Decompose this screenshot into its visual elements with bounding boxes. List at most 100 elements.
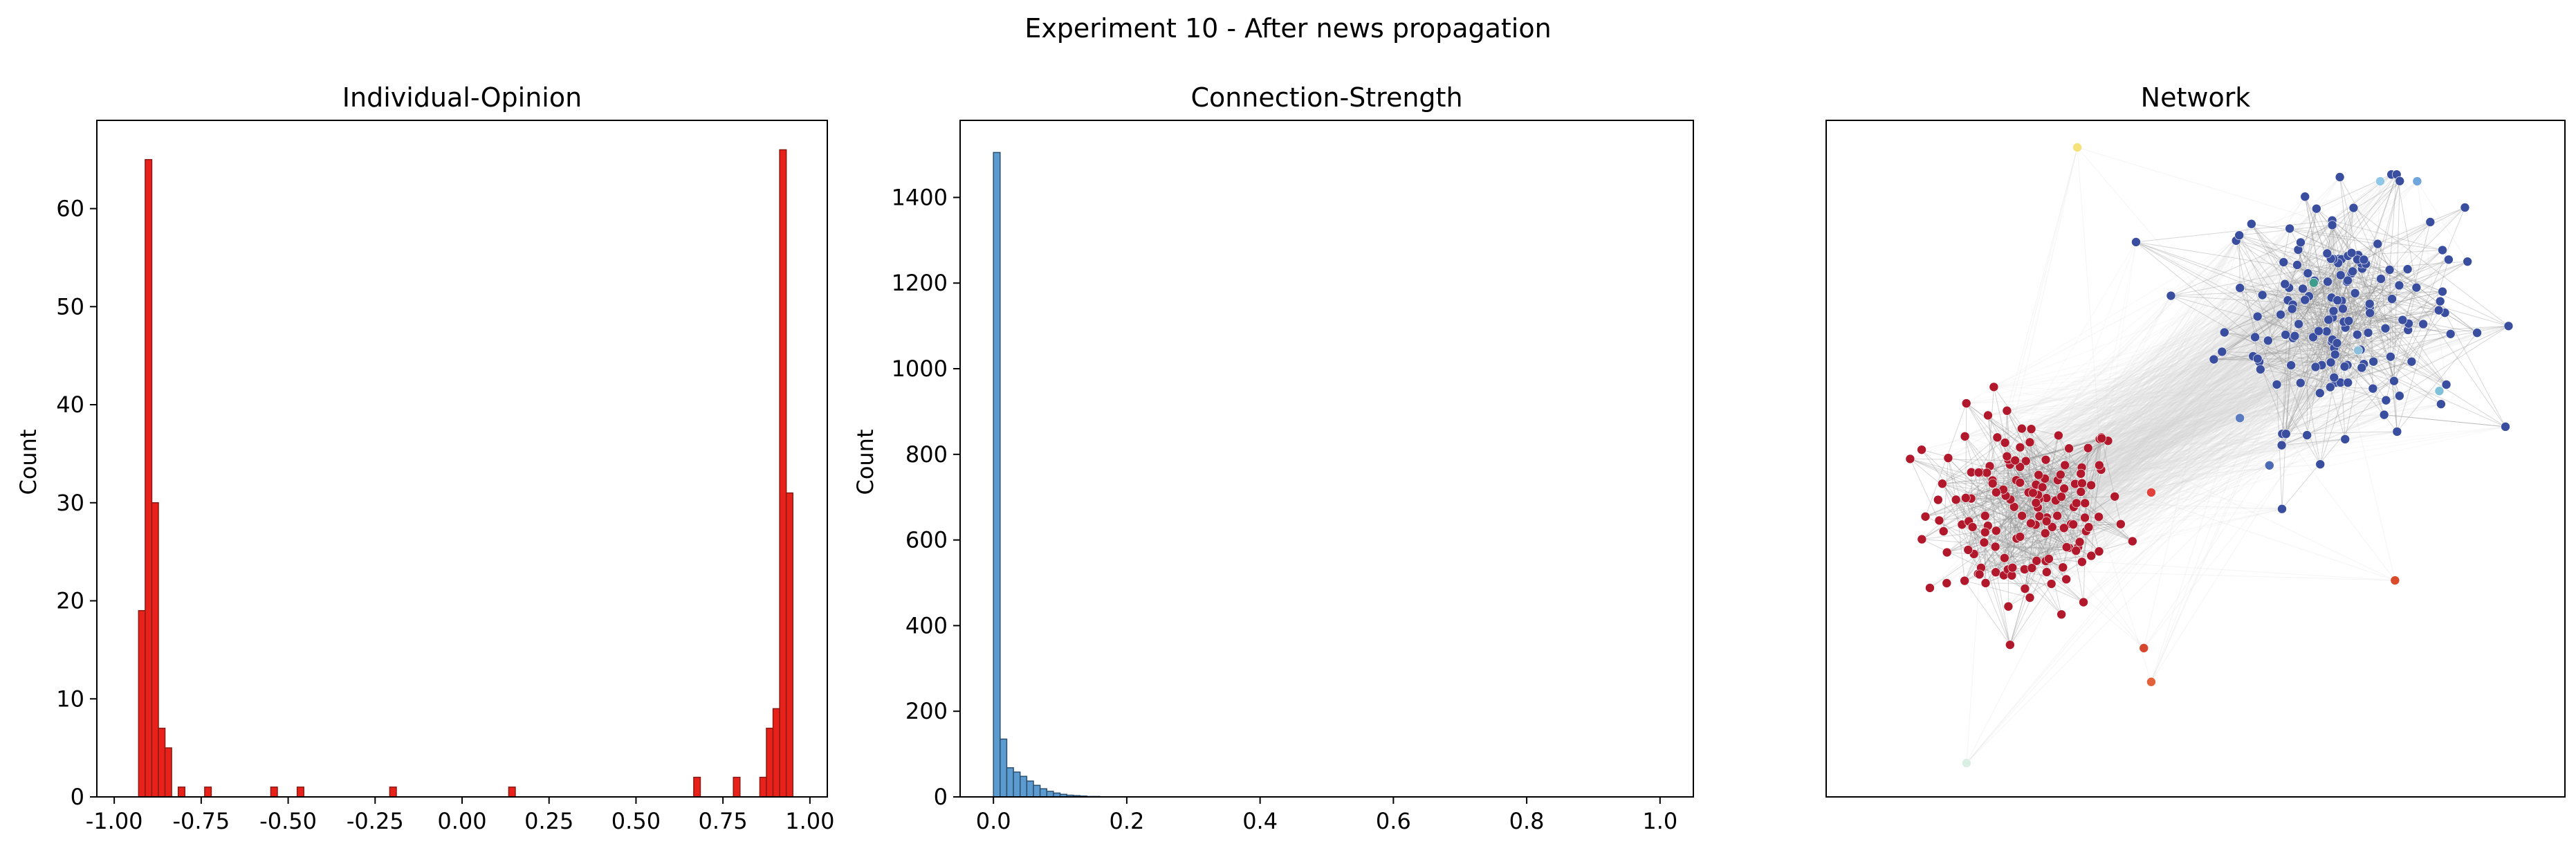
network-edge [1994, 347, 2335, 388]
network-edge [2396, 174, 2417, 288]
network-edge [2045, 181, 2400, 562]
network-edge [2135, 241, 2442, 405]
p2-bar [993, 151, 1001, 798]
network-edge [1947, 484, 2036, 553]
p1-bar [785, 492, 793, 798]
network-edge [2285, 281, 2328, 335]
network-edge [2151, 273, 2308, 682]
network-edge [1965, 488, 2065, 499]
network-edge [2029, 208, 2317, 598]
network-edge [2007, 300, 2288, 412]
network-edge [1942, 467, 2082, 484]
network-edge [2009, 358, 2214, 466]
network-edge [2007, 367, 2362, 570]
network-edge [2080, 207, 2465, 493]
network-edge [1964, 506, 2015, 581]
network-node [1980, 527, 1990, 537]
network-edge [2010, 499, 2077, 551]
network-edge [2369, 181, 2400, 308]
network-node [2310, 362, 2321, 372]
p1-ytick-label: 30 [56, 490, 84, 516]
p1-xtick-label: -0.25 [347, 808, 404, 834]
network-edge [2081, 437, 2102, 562]
network-edge [2048, 334, 2358, 560]
network-edge [2108, 376, 2335, 441]
network-edge [2239, 235, 2334, 259]
network-edge [2289, 287, 2439, 311]
network-edge [1964, 347, 2335, 582]
p2-xtick-label: 0.2 [1109, 808, 1144, 834]
network-edge [1943, 303, 2371, 532]
network-node [2040, 528, 2050, 538]
network-node [2384, 265, 2395, 275]
network-node [2314, 326, 2324, 336]
network-edge [2031, 399, 2386, 430]
network-edge [2416, 181, 2447, 385]
network-edge [2239, 384, 2277, 419]
network-edge [2099, 356, 2254, 440]
p1-bar [158, 728, 166, 798]
network-edge [2044, 279, 2348, 479]
network-edge [2369, 304, 2373, 389]
network-node [1960, 576, 1969, 586]
network-node [2438, 286, 2447, 297]
network-edge [1997, 436, 2081, 493]
network-edge [2281, 288, 2290, 434]
network-edge [2361, 263, 2395, 381]
network-node [2386, 351, 2395, 362]
network-edge [1943, 258, 2340, 532]
network-node [2077, 478, 2087, 488]
network-edge [1992, 224, 2333, 484]
network-node [2352, 329, 2362, 340]
network-edge [2369, 207, 2465, 304]
network-edge [2281, 309, 2293, 509]
network-edge [2031, 429, 2045, 479]
network-edge [2011, 287, 2417, 576]
network-edge [2007, 569, 2395, 581]
network-edge [2055, 362, 2331, 502]
network-edge [2046, 380, 2395, 518]
network-edge [2074, 329, 2409, 485]
network-edge [2372, 388, 2385, 415]
network-edge [1994, 207, 2465, 388]
network-edge [2297, 249, 2322, 365]
network-edge [2045, 331, 2225, 499]
network-edge [2068, 262, 2339, 449]
network-edge [2007, 269, 2390, 457]
network-node [2387, 294, 2397, 304]
network-edge [2345, 174, 2398, 328]
network-edge [1987, 365, 2348, 416]
network-edge [2214, 347, 2335, 360]
network-node [2365, 308, 2375, 318]
network-node [2072, 498, 2081, 508]
network-edge [2384, 414, 2506, 428]
network-edge [2236, 240, 2451, 335]
network-edge [2005, 262, 2339, 443]
network-edge [2074, 295, 2310, 485]
network-edge [1995, 361, 2412, 573]
network-node [2037, 482, 2048, 493]
network-edge [2045, 307, 2371, 534]
network-edge [1980, 337, 2294, 569]
network-node [1961, 398, 1971, 408]
network-edge [2090, 439, 2100, 486]
network-edge [1965, 436, 2062, 615]
network-node [2017, 423, 2027, 434]
network-node [2309, 277, 2319, 288]
network-edge [2046, 300, 2288, 518]
network-edge [1966, 313, 2371, 764]
network-edge [2045, 334, 2358, 534]
network-edge [2068, 325, 2509, 449]
network-edge [2332, 220, 2478, 333]
network-edge [2306, 263, 2339, 436]
network-edge [2135, 241, 2417, 288]
p2-xtick-label: 1.0 [1642, 808, 1677, 834]
network-node [2263, 335, 2273, 346]
network-edge [2253, 328, 2386, 357]
network-edge [2101, 351, 2223, 439]
network-edge [1979, 174, 2392, 575]
network-edge [2051, 273, 2308, 585]
network-edge [1985, 174, 2392, 533]
network-edge [2281, 439, 2346, 446]
network-node [2392, 427, 2402, 436]
